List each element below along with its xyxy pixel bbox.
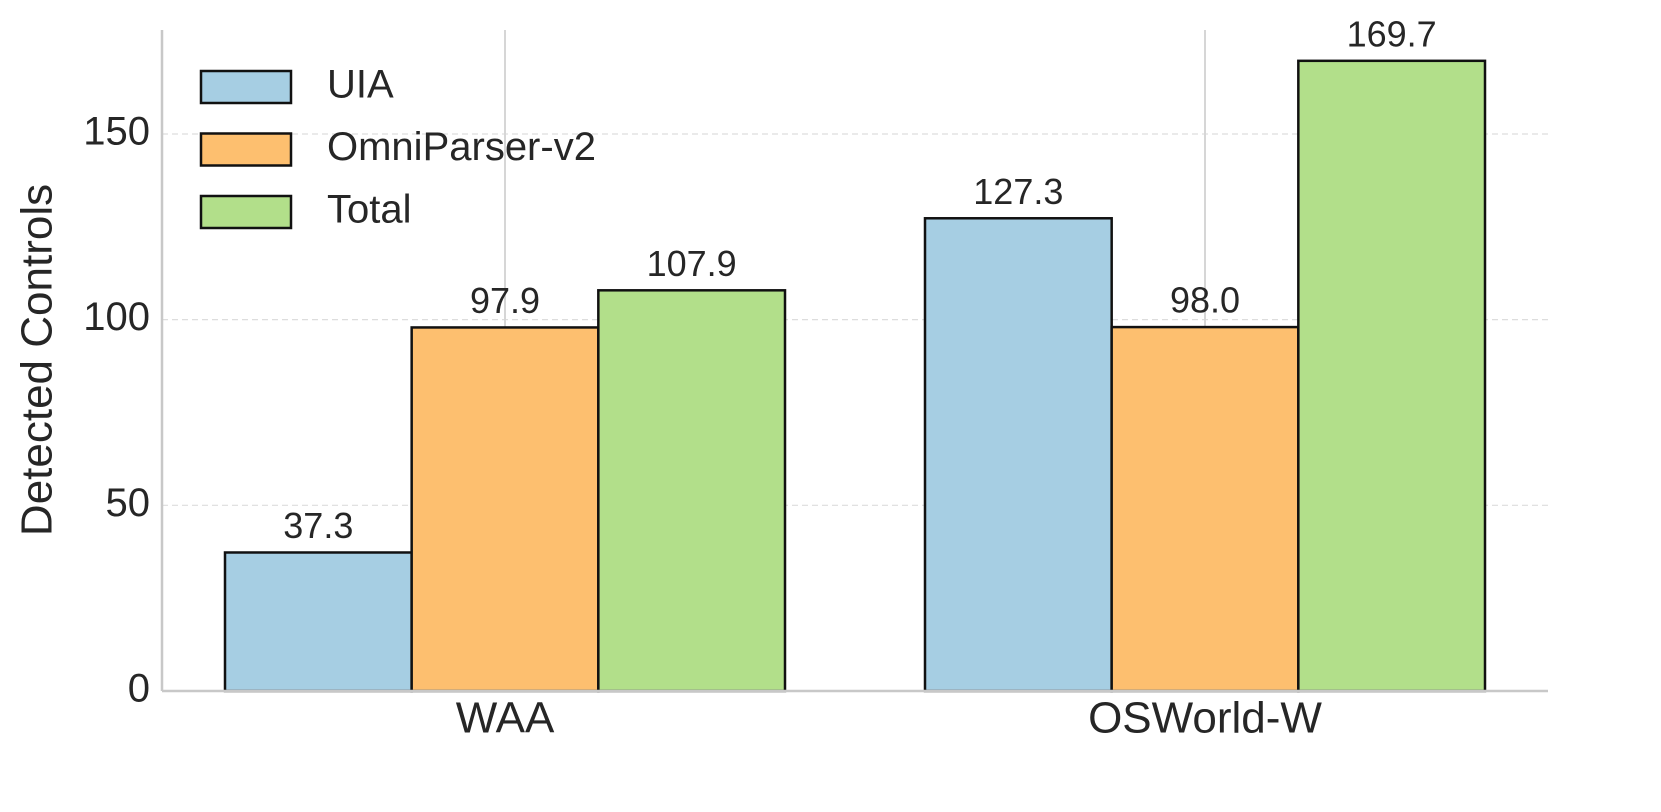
- x-tick-label: WAA: [456, 694, 555, 743]
- legend-label: Total: [327, 188, 412, 232]
- bar: [410, 326, 600, 693]
- value-label: 37.3: [283, 505, 353, 546]
- value-label: 97.9: [470, 280, 540, 321]
- bar: [1110, 325, 1300, 693]
- legend-swatch: [199, 194, 293, 230]
- bar: [597, 289, 787, 693]
- y-tick-label: 150: [83, 110, 150, 154]
- bar: [1297, 59, 1487, 693]
- value-label: 127.3: [973, 171, 1063, 212]
- legend-label: UIA: [327, 63, 394, 107]
- value-label: 107.9: [647, 243, 737, 284]
- bar: [923, 217, 1113, 693]
- bar: [223, 551, 413, 693]
- legend-label: OmniParser-v2: [327, 125, 596, 169]
- y-tick-label: 50: [106, 481, 151, 525]
- y-axis-label: Detected Controls: [13, 184, 62, 536]
- value-label: 98.0: [1170, 280, 1240, 321]
- x-tick-label: OSWorld-W: [1088, 694, 1322, 743]
- legend-swatch: [199, 132, 293, 167]
- legend-swatch: [199, 69, 293, 105]
- y-tick-label: 0: [128, 667, 150, 711]
- value-label: 169.7: [1347, 13, 1437, 54]
- y-tick-label: 100: [83, 295, 150, 339]
